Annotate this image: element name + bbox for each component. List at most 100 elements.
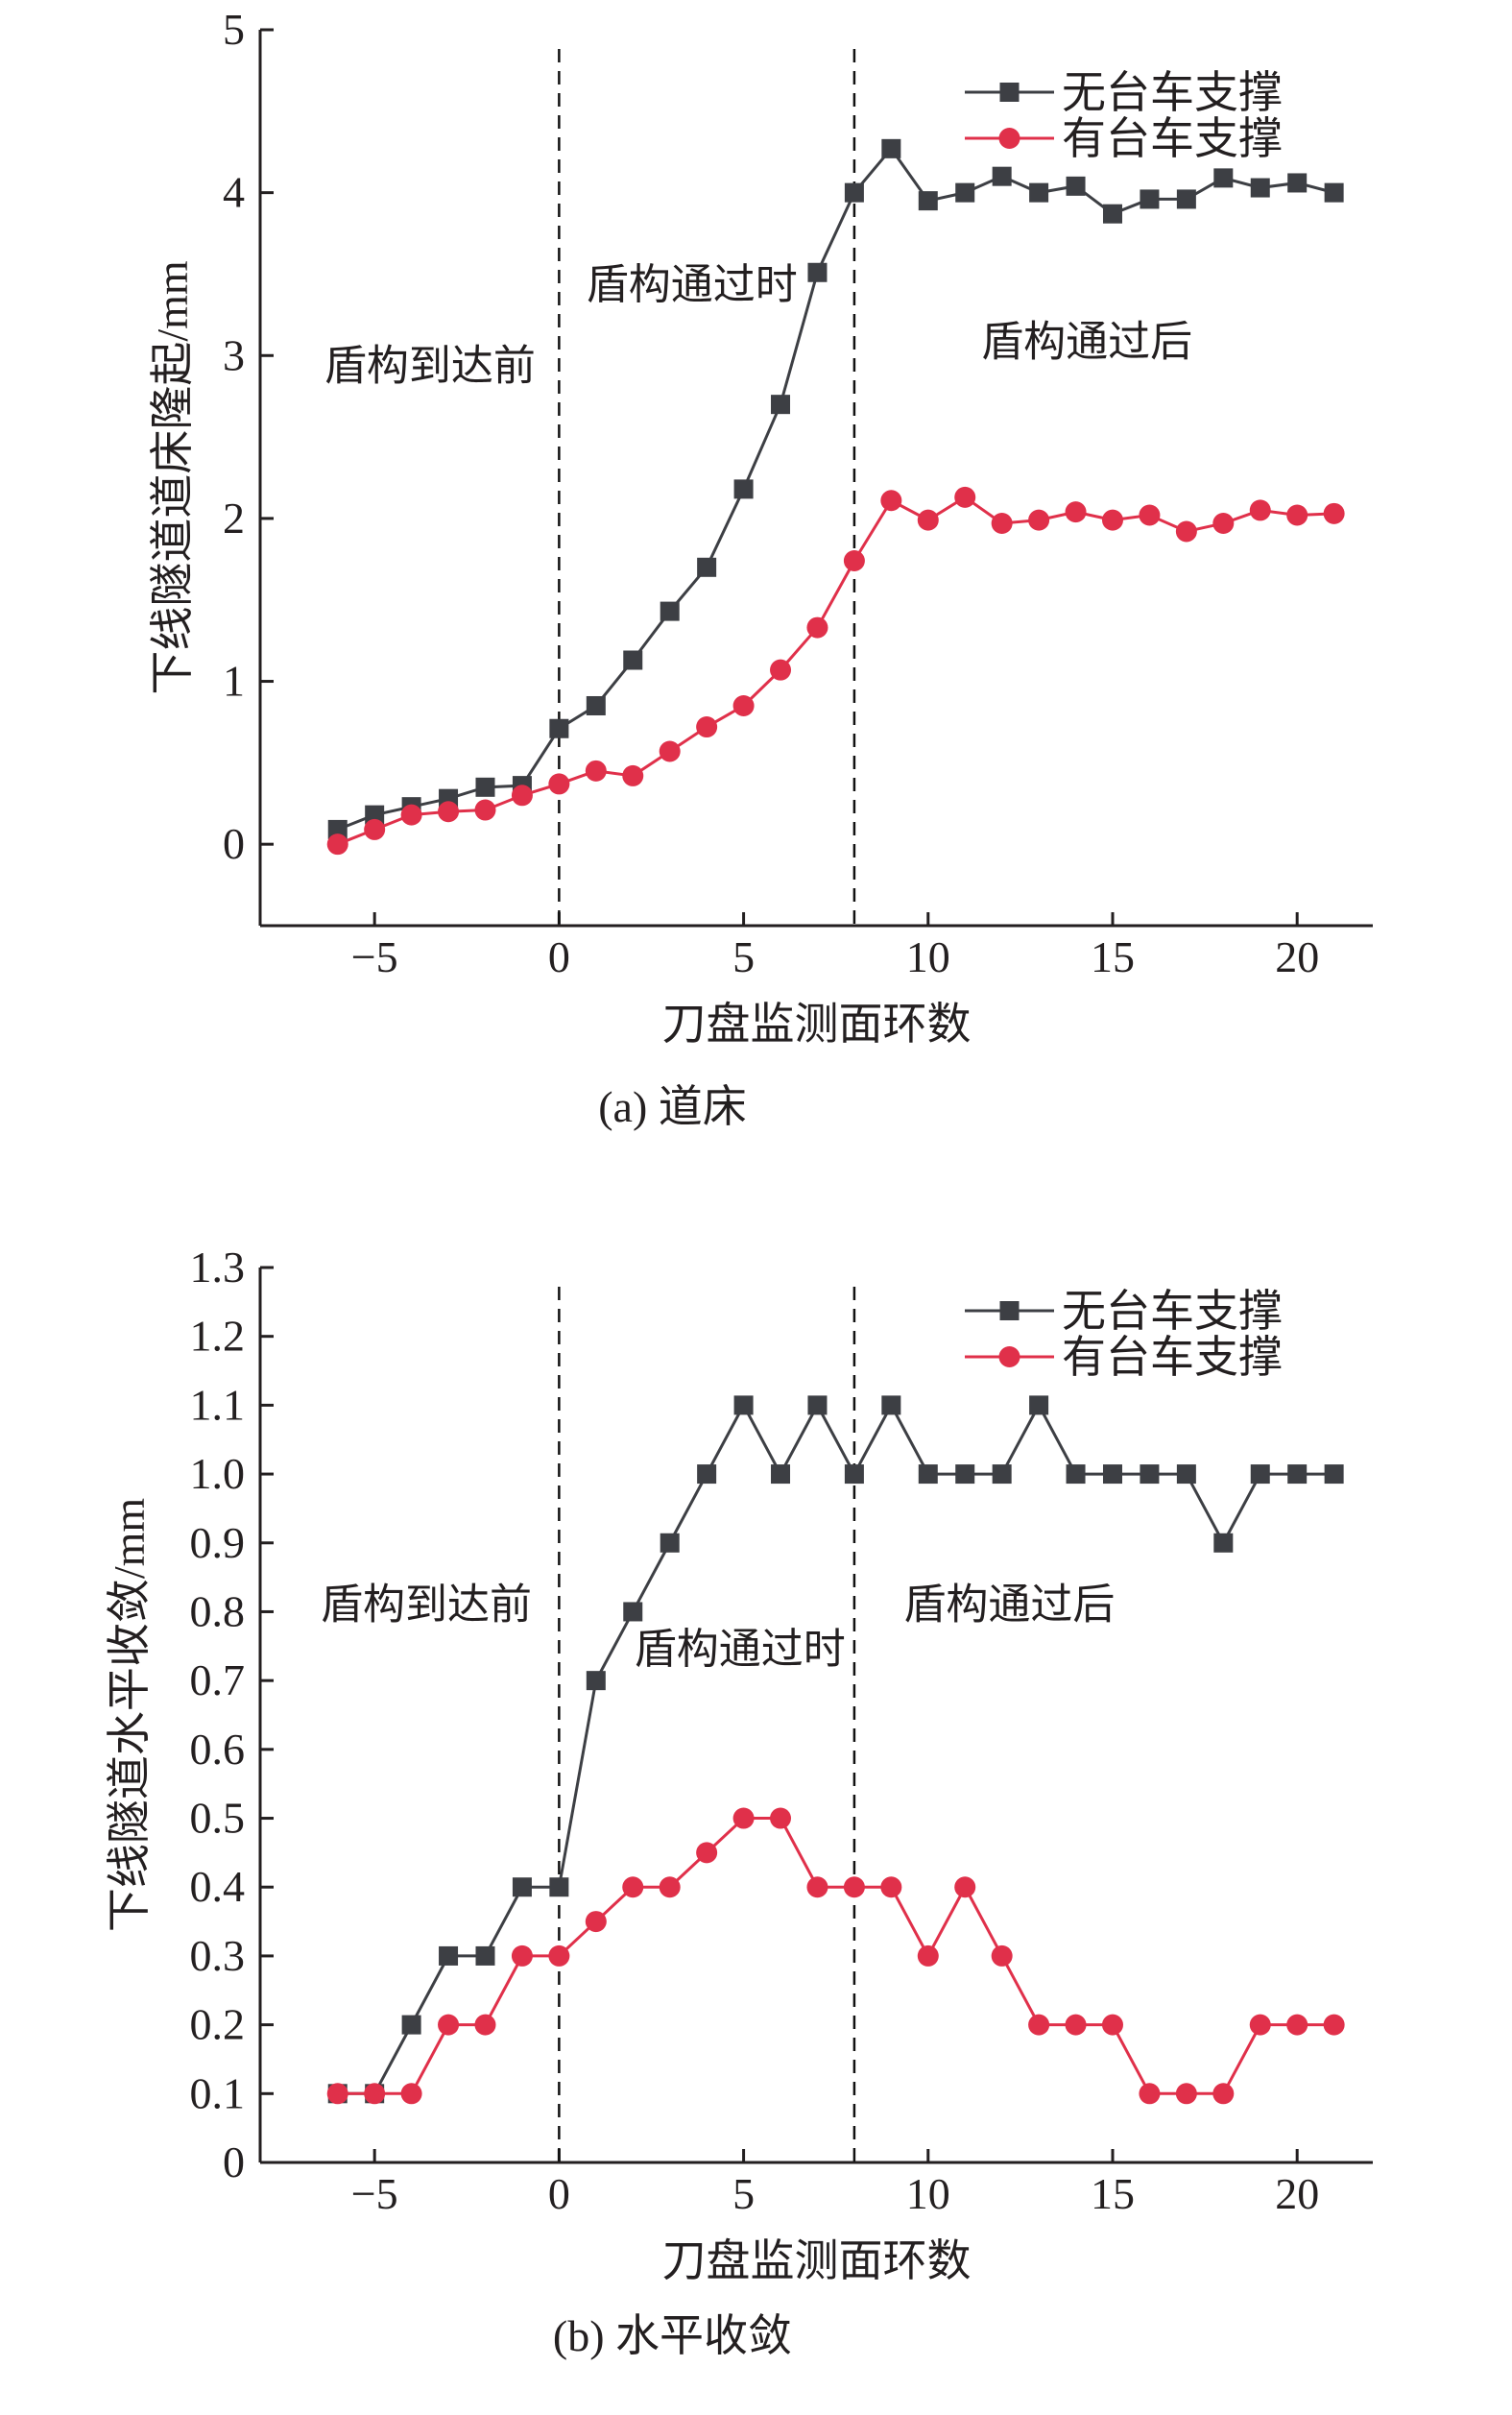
data-point — [622, 1876, 644, 1898]
data-point — [954, 486, 976, 508]
data-point — [1065, 501, 1087, 523]
data-point — [697, 1464, 717, 1485]
data-point — [327, 819, 348, 839]
data-point — [1139, 2083, 1161, 2105]
data-point — [659, 740, 681, 762]
data-point — [1323, 2014, 1345, 2036]
data-point — [401, 2015, 421, 2035]
legend-marker — [998, 128, 1020, 149]
data-point — [1324, 1464, 1344, 1485]
y-axis-label: 下线隧道水平收敛/mm — [105, 1498, 154, 1933]
legend-label: 有台车支撑 — [1062, 114, 1283, 163]
data-point — [992, 166, 1012, 186]
y-tick-label: 1 — [223, 657, 245, 706]
data-point — [475, 1945, 495, 1966]
x-tick-label: 20 — [1275, 932, 1319, 981]
series-line — [337, 146, 1335, 832]
series-line — [337, 1817, 1334, 2095]
data-point — [364, 818, 386, 840]
data-point — [770, 659, 792, 681]
series-with-support: 有台车支撑 — [326, 1333, 1345, 2105]
series-line — [337, 1402, 1334, 2095]
x-tick-label: 10 — [906, 2169, 950, 2218]
data-point — [1066, 1464, 1086, 1485]
data-point — [843, 550, 865, 572]
data-point — [1175, 520, 1197, 543]
data-point — [733, 1395, 754, 1415]
data-point — [806, 1876, 828, 1898]
data-point — [326, 833, 348, 856]
x-tick-label: −5 — [351, 932, 398, 981]
x-tick-label: 0 — [548, 932, 570, 981]
y-axis-label: 下线隧道道床隆起/mm — [148, 260, 197, 695]
data-point — [1028, 2014, 1050, 2036]
data-point — [1101, 2014, 1123, 2036]
data-point — [512, 1877, 532, 1897]
data-point — [400, 804, 422, 826]
chart-a: 0 1 2 3 4 5 −5 0 5 10 15 20 刀盘监测面环数 (a) 道床 下线隧道道床隆起/mm… — [148, 5, 1373, 1131]
data-point — [1176, 1464, 1196, 1485]
chart-caption: (b) 水平收敛 — [553, 2311, 792, 2360]
chart-b: 0 0.1 0.2 0.3 0.4 0.5 0.6 0.7 0.8 0.9 1.0 1.1 1.2 1.3… — [105, 1243, 1373, 2360]
data-point — [660, 1533, 680, 1553]
data-point — [917, 1944, 939, 1967]
data-point — [400, 2083, 422, 2105]
data-point — [365, 805, 385, 825]
data-point — [1066, 176, 1086, 196]
y-tick-label: 3 — [223, 330, 245, 379]
y-tick-label: 0.3 — [190, 1931, 246, 1980]
data-point — [1102, 204, 1122, 224]
x-tick-label: 15 — [1091, 2169, 1135, 2218]
data-point — [511, 1944, 533, 1967]
data-point — [1213, 1533, 1234, 1553]
y-tick-label: 5 — [223, 5, 245, 54]
y-tick-label: 1.3 — [190, 1243, 246, 1292]
legend-marker — [999, 83, 1020, 102]
data-point — [733, 479, 754, 499]
data-point — [991, 1944, 1013, 1967]
data-point — [474, 799, 496, 821]
data-point — [364, 2083, 386, 2105]
x-tick-label: −5 — [351, 2169, 398, 2218]
x-tick-label: 5 — [732, 932, 755, 981]
y-tick-label: 0.5 — [190, 1794, 246, 1843]
data-point — [807, 1395, 828, 1415]
data-point — [1286, 2014, 1308, 2036]
data-point — [475, 777, 495, 797]
y-tick-label: 0.1 — [190, 2068, 246, 2117]
x-axis-label: 刀盘监测面环数 — [662, 2236, 972, 2285]
x-tick-label: 5 — [732, 2169, 755, 2218]
data-point — [955, 182, 975, 203]
data-point — [511, 785, 533, 807]
y-tick-label: 1.1 — [190, 1380, 246, 1429]
data-point — [1101, 509, 1123, 531]
data-point — [1140, 1464, 1160, 1485]
data-point — [880, 1876, 902, 1898]
x-tick-label: 0 — [548, 2169, 570, 2218]
y-tick-label: 0.8 — [190, 1586, 246, 1635]
phase-annotation: 盾构到达前 — [321, 1582, 532, 1629]
phase-annotation: 盾构通过后 — [981, 318, 1192, 365]
y-tick-label: 4 — [223, 168, 245, 217]
data-point — [1213, 168, 1234, 188]
series-with-support: 有台车支撑 — [326, 114, 1345, 856]
y-tick-label: 0.9 — [190, 1518, 246, 1567]
data-point — [548, 1944, 570, 1967]
data-point — [806, 616, 828, 639]
series-no-support: 无台车支撑 — [327, 1287, 1344, 2104]
legend-label: 有台车支撑 — [1062, 1333, 1283, 1382]
data-point — [696, 716, 718, 738]
data-point — [438, 801, 460, 823]
x-tick-label: 10 — [906, 932, 950, 981]
legend-label: 无台车支撑 — [1062, 1287, 1283, 1336]
data-point — [1287, 1464, 1308, 1485]
data-point — [1212, 512, 1235, 534]
phase-annotation: 盾构到达前 — [324, 343, 536, 390]
data-point — [1028, 509, 1050, 531]
data-point — [1102, 1464, 1122, 1485]
data-point — [881, 138, 901, 158]
data-point — [1287, 173, 1308, 193]
data-point — [991, 512, 1013, 534]
data-point — [1176, 189, 1196, 209]
